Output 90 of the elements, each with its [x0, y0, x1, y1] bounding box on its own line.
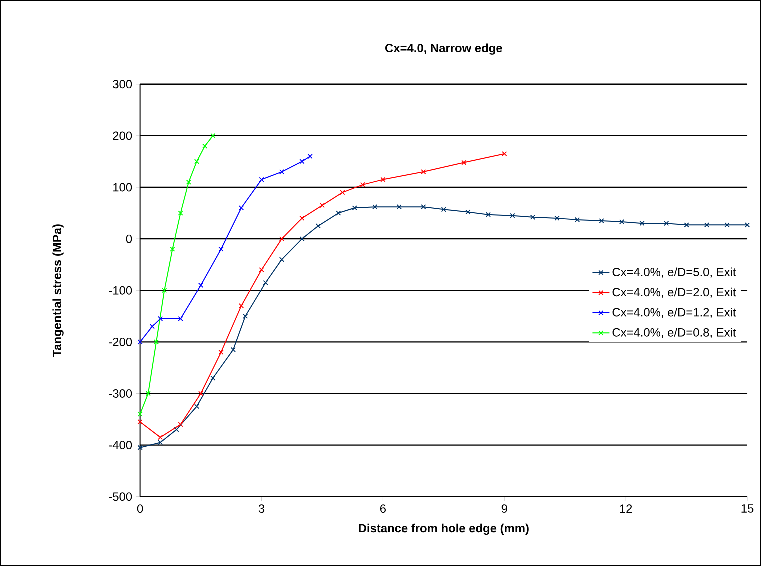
point	[724, 222, 730, 228]
legend-label: Cx=4.0%, e/D=0.8, Exit	[612, 328, 736, 338]
point	[178, 316, 184, 322]
point	[279, 236, 285, 242]
point	[530, 214, 536, 220]
point	[202, 144, 208, 149]
point	[279, 169, 285, 174]
y-tick-label: 300	[113, 80, 132, 88]
point	[574, 217, 580, 222]
point	[218, 350, 224, 355]
point	[372, 204, 378, 210]
point	[146, 391, 151, 396]
x-tick-label: 12	[620, 504, 632, 513]
y-axis-title: Tangential stress (MPa)	[52, 224, 64, 357]
point	[336, 210, 342, 216]
point	[263, 280, 268, 286]
y-tick-label: 100	[114, 183, 132, 192]
point	[150, 324, 156, 330]
point	[300, 236, 305, 242]
point	[238, 205, 244, 211]
x-tick-label: 3	[258, 504, 265, 513]
point	[640, 220, 645, 226]
point	[664, 220, 670, 226]
point	[360, 182, 366, 188]
point	[158, 316, 164, 322]
x-tick-label: 9	[502, 504, 508, 513]
legend-label: Cx=4.0%, e/D=1.2, Exit	[612, 308, 736, 318]
point	[154, 339, 160, 345]
x-axis-title: Distance from hole edge (mm)	[359, 524, 529, 535]
x-tick-label: 0	[137, 504, 144, 513]
point	[210, 376, 216, 381]
y-tick-label: -300	[109, 389, 132, 398]
chart-title: Cx=4.0, Narrow edge	[386, 44, 502, 55]
point	[554, 216, 560, 221]
y-tick-label: -200	[109, 338, 132, 346]
point	[194, 404, 200, 410]
point	[138, 445, 143, 450]
point	[396, 204, 402, 210]
point	[744, 222, 750, 228]
point	[300, 216, 305, 221]
point	[259, 267, 264, 272]
point	[243, 314, 248, 319]
point	[466, 210, 471, 215]
y-tick-label: -100	[109, 286, 132, 295]
point	[279, 257, 285, 262]
point	[230, 347, 236, 352]
point	[218, 246, 224, 252]
point	[441, 206, 446, 212]
point	[486, 212, 492, 218]
point	[380, 177, 386, 182]
point	[194, 159, 200, 164]
point	[502, 151, 508, 156]
legend-label: Cx=4.0%, e/D=2.0, Exit	[612, 288, 736, 298]
point	[162, 288, 168, 294]
point	[158, 440, 164, 446]
point	[340, 190, 346, 196]
point	[320, 202, 326, 208]
point	[198, 391, 204, 396]
x-tick-label: 15	[742, 504, 754, 513]
point	[174, 427, 180, 432]
y-tick-label: -500	[109, 492, 132, 501]
point	[462, 160, 467, 166]
point	[352, 205, 358, 211]
point	[684, 222, 690, 228]
x-tick-label: 6	[380, 504, 386, 513]
point	[238, 303, 244, 309]
point	[178, 210, 184, 216]
point	[170, 246, 176, 252]
point	[138, 412, 143, 417]
y-tick-label: 200	[113, 132, 132, 140]
point	[138, 339, 143, 345]
point	[300, 159, 305, 164]
point	[158, 434, 164, 440]
point	[704, 222, 710, 228]
point	[198, 282, 204, 288]
point	[259, 177, 264, 182]
point	[210, 133, 216, 138]
point	[421, 204, 426, 210]
legend-label: Cx=4.0%, e/D=5.0, Exit	[612, 268, 736, 278]
point	[178, 422, 184, 428]
point	[421, 169, 426, 174]
point	[599, 218, 604, 224]
point	[138, 419, 143, 425]
point	[186, 180, 192, 185]
point	[308, 154, 313, 160]
point	[619, 219, 625, 224]
y-tick-label: -400	[109, 440, 132, 450]
point	[510, 213, 516, 218]
y-tick-label: 0	[126, 234, 132, 244]
point	[316, 223, 321, 229]
